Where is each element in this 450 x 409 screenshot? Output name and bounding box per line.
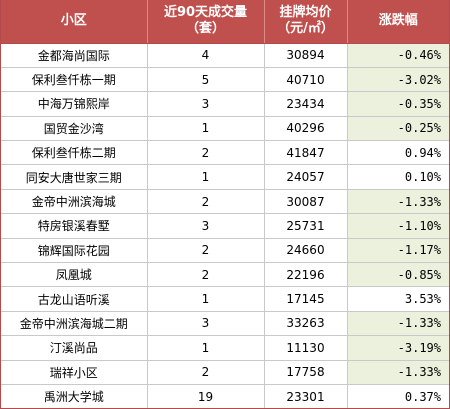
cell-change: -0.25% [347, 116, 449, 142]
cell-community-name: 金都海尚国际 [1, 43, 148, 68]
cell-price: 33263 [264, 311, 348, 337]
table-header: 小区 近90天成交量 （套） 挂牌均价 （元/㎡） 涨跌幅 [1, 0, 449, 44]
table-row: 保利叁仟栋二期 2 41847 0.94% [1, 140, 449, 166]
cell-price: 30087 [264, 189, 348, 215]
cell-price: 41847 [264, 140, 348, 166]
table-row: 金帝中洲滨海城 2 30087 -1.33% [1, 189, 449, 215]
cell-community-name: 凤凰城 [1, 262, 148, 288]
cell-change: 0.94% [347, 140, 449, 166]
cell-change: 0.37% [347, 384, 449, 409]
cell-price: 23301 [264, 384, 348, 409]
header-community-label: 小区 [60, 13, 87, 29]
cell-price: 30894 [264, 43, 348, 68]
cell-community-name: 金帝中洲滨海城二期 [1, 311, 148, 337]
cell-volume: 3 [147, 91, 265, 117]
cell-volume: 1 [147, 335, 265, 361]
table-row: 同安大唐世家三期 1 24057 0.10% [1, 164, 449, 190]
cell-volume: 5 [147, 67, 265, 93]
cell-change: -3.02% [347, 67, 449, 93]
table-row: 古龙山语听溪 1 17145 3.53% [1, 286, 449, 312]
table-row: 保利叁仟栋一期 5 40710 -3.02% [1, 67, 449, 93]
table-body: 金都海尚国际 4 30894 -0.46% 保利叁仟栋一期 5 40710 -3.02% 中海万… [1, 43, 449, 409]
cell-price: 17145 [264, 286, 348, 312]
cell-change: 3.53% [347, 286, 449, 312]
cell-volume: 2 [147, 189, 265, 215]
table-row: 特房银溪春墅 3 25731 -1.10% [1, 213, 449, 239]
cell-volume: 4 [147, 43, 265, 68]
cell-change: -0.46% [347, 43, 449, 68]
cell-volume: 3 [147, 213, 265, 239]
cell-community-name: 禹洲大学城 [1, 384, 148, 409]
header-price-label: 挂牌均价 [279, 5, 332, 21]
header-change: 涨跌幅 [347, 0, 449, 44]
cell-community-name: 同安大唐世家三期 [1, 164, 148, 190]
header-volume: 近90天成交量 （套） [147, 0, 265, 44]
cell-change: -1.33% [347, 311, 449, 337]
cell-price: 24660 [264, 238, 348, 264]
cell-change: -0.85% [347, 262, 449, 288]
cell-change: -1.10% [347, 213, 449, 239]
table-row: 禹洲大学城 19 23301 0.37% [1, 384, 449, 409]
table-row: 金都海尚国际 4 30894 -0.46% [1, 43, 449, 68]
table-row: 汀溪尚品 1 11130 -3.19% [1, 335, 449, 361]
cell-volume: 2 [147, 360, 265, 385]
table-row: 瑞祥小区 2 17758 -1.33% [1, 360, 449, 385]
table-row: 金帝中洲滨海城二期 3 33263 -1.33% [1, 311, 449, 337]
table-row: 中海万锦熙岸 3 23434 -0.35% [1, 91, 449, 117]
cell-price: 40296 [264, 116, 348, 142]
cell-change: -1.33% [347, 189, 449, 215]
cell-community-name: 金帝中洲滨海城 [1, 189, 148, 215]
cell-community-name: 瑞祥小区 [1, 360, 148, 385]
cell-volume: 1 [147, 164, 265, 190]
cell-volume: 2 [147, 140, 265, 166]
cell-community-name: 特房银溪春墅 [1, 213, 148, 239]
cell-price: 25731 [264, 213, 348, 239]
cell-volume: 2 [147, 238, 265, 264]
cell-community-name: 保利叁仟栋二期 [1, 140, 148, 166]
cell-price: 40710 [264, 67, 348, 93]
table-row: 锦辉国际花园 2 24660 -1.17% [1, 238, 449, 264]
cell-community-name: 古龙山语听溪 [1, 286, 148, 312]
table-row: 凤凰城 2 22196 -0.85% [1, 262, 449, 288]
cell-price: 17758 [264, 360, 348, 385]
cell-volume: 19 [147, 384, 265, 409]
cell-change: 0.10% [347, 164, 449, 190]
cell-volume: 1 [147, 116, 265, 142]
cell-community-name: 锦辉国际花园 [1, 238, 148, 264]
cell-volume: 3 [147, 311, 265, 337]
cell-community-name: 汀溪尚品 [1, 335, 148, 361]
cell-volume: 1 [147, 286, 265, 312]
header-volume-label: 近90天成交量 [163, 5, 248, 21]
cell-price: 23434 [264, 91, 348, 117]
cell-change: -1.17% [347, 238, 449, 264]
cell-volume: 2 [147, 262, 265, 288]
header-change-label: 涨跌幅 [378, 13, 418, 29]
header-price: 挂牌均价 （元/㎡） [264, 0, 348, 44]
cell-change: -3.19% [347, 335, 449, 361]
cell-price: 11130 [264, 335, 348, 361]
header-community: 小区 [1, 0, 148, 44]
cell-change: -0.35% [347, 91, 449, 117]
header-row: 小区 近90天成交量 （套） 挂牌均价 （元/㎡） 涨跌幅 [1, 0, 449, 44]
cell-price: 22196 [264, 262, 348, 288]
cell-change: -1.33% [347, 360, 449, 385]
cell-community-name: 中海万锦熙岸 [1, 91, 148, 117]
cell-community-name: 国贸金沙湾 [1, 116, 148, 142]
header-volume-unit: （套） [185, 21, 225, 37]
cell-community-name: 保利叁仟栋一期 [1, 67, 148, 93]
cell-price: 24057 [264, 164, 348, 190]
table-row: 国贸金沙湾 1 40296 -0.25% [1, 116, 449, 142]
header-price-unit: （元/㎡） [277, 21, 334, 37]
